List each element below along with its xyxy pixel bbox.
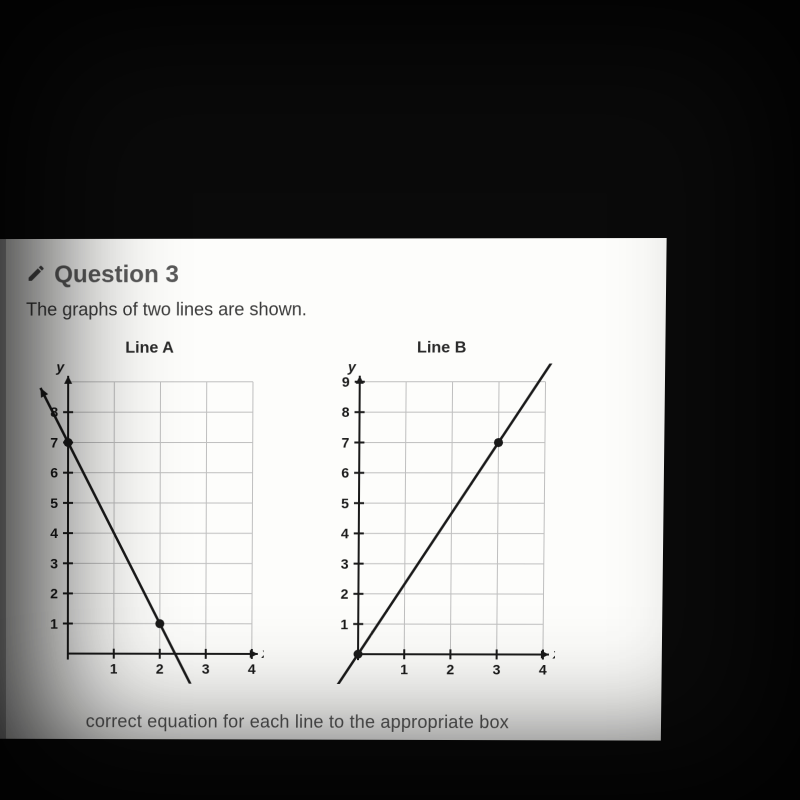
svg-text:1: 1 — [340, 616, 348, 632]
svg-text:4: 4 — [539, 662, 547, 678]
svg-text:x: x — [552, 646, 558, 662]
chart-a-title: Line A — [125, 340, 174, 358]
svg-text:y: y — [55, 364, 65, 375]
svg-text:3: 3 — [341, 556, 349, 572]
svg-text:3: 3 — [493, 661, 501, 677]
chart-line-a-block: Line A 123412345678yx — [34, 340, 265, 684]
chart-line-b-block: Line B 1 2 3 4 1 2 3 4 5 6 7 8 9y x — [324, 339, 558, 684]
svg-text:2: 2 — [50, 585, 58, 601]
svg-text:7: 7 — [341, 434, 349, 450]
svg-text:4: 4 — [341, 525, 349, 541]
svg-text:7: 7 — [50, 434, 58, 450]
svg-text:3: 3 — [50, 555, 58, 571]
svg-text:2: 2 — [156, 661, 164, 677]
chart-line-b: 1 2 3 4 1 2 3 4 5 6 7 8 9y x — [324, 364, 558, 685]
svg-text:1: 1 — [110, 661, 118, 677]
pencil-icon — [26, 263, 46, 288]
svg-text:6: 6 — [341, 465, 349, 481]
svg-text:4: 4 — [248, 661, 256, 677]
svg-text:1: 1 — [400, 661, 408, 677]
svg-text:y: y — [347, 364, 357, 375]
chart-b-title: Line B — [417, 339, 467, 357]
chart-line-a: 123412345678yx — [34, 364, 265, 684]
svg-text:1: 1 — [50, 616, 58, 632]
question-title: Question 3 — [54, 261, 179, 289]
question-page: Question 3 The graphs of two lines are s… — [0, 238, 667, 741]
svg-text:9: 9 — [342, 374, 350, 390]
svg-text:2: 2 — [341, 586, 349, 602]
svg-text:4: 4 — [50, 525, 58, 541]
svg-text:2: 2 — [446, 661, 454, 677]
svg-text:x: x — [261, 645, 265, 661]
question-subtitle: The graphs of two lines are shown. — [26, 299, 307, 320]
svg-text:5: 5 — [50, 495, 58, 511]
svg-text:8: 8 — [342, 404, 350, 420]
question-header: Question 3 — [26, 261, 179, 289]
svg-text:6: 6 — [50, 465, 58, 481]
svg-text:3: 3 — [202, 661, 210, 677]
charts-row: Line A 1 2 3 4 1 2 3 4 5 6 7 8 y x Line B 1 2 3 4 1 2 3 4 5 6 7… — [34, 339, 558, 684]
photo-border-right — [652, 0, 800, 800]
cutoff-instruction: correct equation for each line to the ap… — [86, 711, 509, 733]
svg-text:5: 5 — [341, 495, 349, 511]
